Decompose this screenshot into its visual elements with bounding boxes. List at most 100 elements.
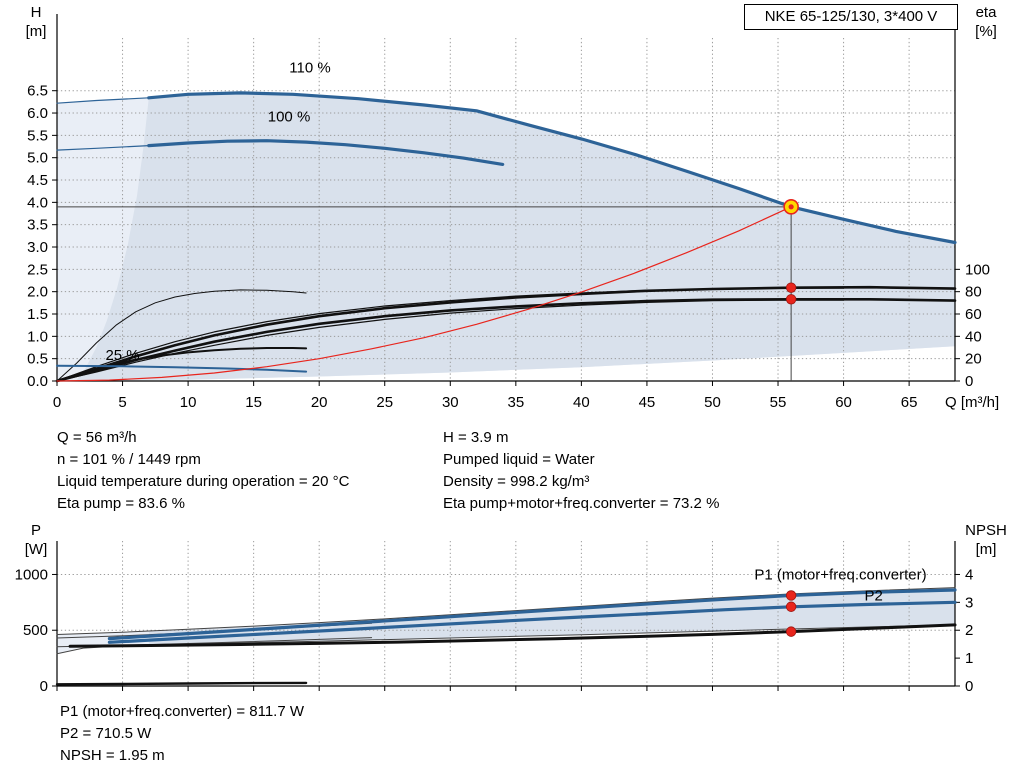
y-tick-label-left: 5.0 bbox=[27, 150, 48, 167]
duty-info-left: Q = 56 m³/h n = 101 % / 1449 rpm Liquid … bbox=[57, 427, 349, 515]
x-tick-label: 55 bbox=[770, 394, 787, 411]
curve-110-ext bbox=[56, 97, 150, 104]
x-tick-label: 25 bbox=[376, 394, 393, 411]
p1-marker bbox=[785, 590, 797, 601]
y-tick-label-right: 3 bbox=[965, 594, 973, 611]
x-tick-label: 0 bbox=[53, 394, 61, 411]
y-tick-label-left: 0.0 bbox=[27, 373, 48, 390]
qh-chart: 0.0 0.5 1.0 1.5 2.0 2.5 3.0 3.5 4.0 4.5 5.0 5.5 6.0 6… bbox=[27, 14, 999, 411]
x-tick-label: 35 bbox=[507, 394, 524, 411]
y-tick-label-left: 6.5 bbox=[27, 83, 48, 100]
info-line-temperature: Liquid temperature during operation = 20… bbox=[57, 473, 350, 490]
h-axis-title: H [m] bbox=[16, 3, 56, 41]
p-25-curve bbox=[55, 681, 308, 686]
y-tick-label-right: 0 bbox=[965, 678, 973, 695]
power-npsh-chart: 0 500 1000 0 1 2 3 4 P1 (motor+freq.converter) P2 bbox=[15, 541, 973, 695]
y-tick-label-left: 5.5 bbox=[27, 127, 48, 144]
curve-100 bbox=[147, 139, 505, 166]
p-axis-title-line2: [W] bbox=[24, 541, 48, 558]
eta-pump-marker bbox=[785, 282, 797, 293]
power-envelope-main bbox=[148, 587, 956, 645]
y-tick-label-right: 4 bbox=[965, 566, 973, 583]
info-line-liquid: Pumped liquid = Water bbox=[443, 451, 595, 468]
eta-axis-title: eta [%] bbox=[964, 3, 1008, 41]
y-tick-label-right: 100 bbox=[965, 261, 990, 278]
pump-model-title: NKE 65-125/130, 3*400 V bbox=[744, 4, 958, 30]
x-tick-label: 5 bbox=[118, 394, 126, 411]
eta-total-curve bbox=[55, 298, 957, 383]
h-axis-title-line2: [m] bbox=[25, 23, 47, 40]
operating-envelope-main bbox=[76, 92, 955, 381]
eta-axis-title-line2: [%] bbox=[975, 23, 997, 40]
y-tick-label-left: 2.5 bbox=[27, 261, 48, 278]
duty-info-right: H = 3.9 m Pumped liquid = Water Density … bbox=[443, 427, 719, 515]
x-tick-label: 60 bbox=[835, 394, 852, 411]
x-axis-title: Q [m³/h] bbox=[945, 394, 999, 411]
y-tick-label-right: 0 bbox=[965, 373, 973, 390]
npsh-axis-title-line1: NPSH bbox=[965, 522, 1007, 539]
p1-curve bbox=[107, 588, 957, 641]
curve-110 bbox=[147, 91, 957, 245]
y-tick-label-left: 6.0 bbox=[27, 105, 48, 122]
y-tick-label-right: 80 bbox=[965, 284, 982, 301]
eta-affinity-red bbox=[56, 206, 792, 382]
eta-total-marker bbox=[785, 294, 797, 305]
curve-label: 100 % bbox=[268, 109, 311, 126]
info-line-q: Q = 56 m³/h bbox=[57, 429, 137, 446]
info-line-n: n = 101 % / 1449 rpm bbox=[57, 451, 201, 468]
info-line-eta-total: Eta pump+motor+freq.converter = 73.2 % bbox=[443, 495, 720, 512]
y-tick-label-left: 500 bbox=[23, 622, 48, 639]
y-tick-label-right: 40 bbox=[965, 328, 982, 345]
info-line-npsh: NPSH = 1.95 m bbox=[60, 747, 165, 764]
info-line-p1: P1 (motor+freq.converter) = 811.7 W bbox=[60, 703, 304, 720]
y-tick-label-left: 0 bbox=[40, 678, 48, 695]
y-tick-label-right: 60 bbox=[965, 306, 982, 323]
x-tick-label: 40 bbox=[573, 394, 590, 411]
x-tick-label: 10 bbox=[180, 394, 197, 411]
y-tick-label-left: 3.0 bbox=[27, 239, 48, 256]
y-tick-label-left: 0.5 bbox=[27, 351, 48, 368]
x-tick-label: 45 bbox=[639, 394, 656, 411]
curve-label: P2 bbox=[865, 588, 883, 605]
y-tick-label-left: 4.5 bbox=[27, 172, 48, 189]
info-line-h: H = 3.9 m bbox=[443, 429, 509, 446]
x-tick-label: 30 bbox=[442, 394, 459, 411]
y-tick-label-left: 3.5 bbox=[27, 217, 48, 234]
y-tick-label-left: 1.0 bbox=[27, 328, 48, 345]
y-tick-label-left: 2.0 bbox=[27, 284, 48, 301]
eta-axis-title-line1: eta bbox=[975, 4, 997, 21]
info-line-eta-pump: Eta pump = 83.6 % bbox=[57, 495, 185, 512]
x-tick-label: 15 bbox=[245, 394, 262, 411]
npsh-marker bbox=[785, 626, 797, 637]
eta-pump-curve bbox=[55, 285, 957, 383]
npsh-axis-title: NPSH [m] bbox=[956, 521, 1016, 559]
info-line-density: Density = 998.2 kg/m³ bbox=[443, 473, 590, 490]
curve-label: P1 (motor+freq.converter) bbox=[754, 566, 926, 583]
y-tick-label-right: 2 bbox=[965, 622, 973, 639]
curve-label: 110 % bbox=[289, 59, 330, 76]
p2-curve bbox=[107, 600, 957, 644]
x-tick-label: 65 bbox=[901, 394, 918, 411]
p2-marker bbox=[785, 601, 797, 612]
y-tick-label-left: 1.5 bbox=[27, 306, 48, 323]
p-axis-title: P [W] bbox=[16, 521, 56, 559]
h-axis-title-line1: H bbox=[30, 4, 42, 21]
info-line-p2: P2 = 710.5 W bbox=[60, 725, 152, 742]
curve-label: 25 % bbox=[105, 347, 139, 364]
eta-25-curve bbox=[56, 289, 307, 382]
npsh-axis-title-line2: [m] bbox=[975, 541, 997, 558]
npsh-curve bbox=[68, 623, 957, 648]
power-info-footer: P1 (motor+freq.converter) = 811.7 W P2 =… bbox=[60, 701, 304, 767]
x-tick-label: 50 bbox=[704, 394, 721, 411]
y-tick-label-left: 1000 bbox=[15, 566, 48, 583]
curve-25 bbox=[56, 364, 308, 373]
x-tick-label: 20 bbox=[311, 394, 328, 411]
y-tick-label-right: 20 bbox=[965, 351, 982, 368]
duty-point-center bbox=[788, 204, 794, 210]
p-axis-title-line1: P bbox=[30, 522, 41, 539]
y-tick-label-left: 4.0 bbox=[27, 194, 48, 211]
curve-100-ext bbox=[56, 145, 150, 151]
y-tick-label-right: 1 bbox=[965, 650, 973, 667]
